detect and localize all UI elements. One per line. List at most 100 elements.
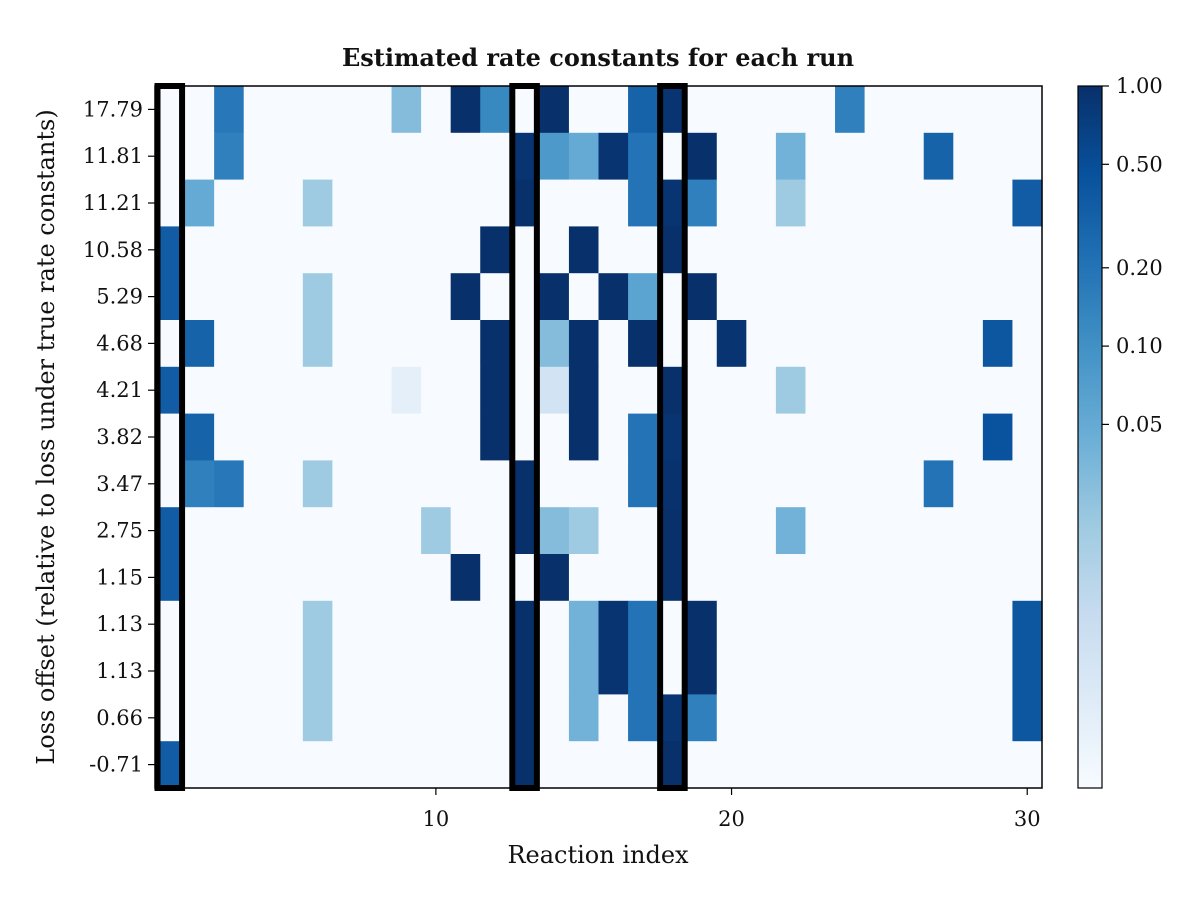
heatmap-cell	[273, 647, 304, 695]
heatmap-cell	[450, 694, 481, 742]
heatmap-cell	[391, 554, 422, 602]
heatmap-cell	[539, 460, 570, 508]
heatmap-cell	[746, 132, 777, 181]
heatmap-cell	[1012, 600, 1043, 649]
heatmap-cell	[539, 226, 570, 274]
heatmap-cell	[864, 179, 895, 227]
heatmap-cell	[480, 366, 511, 415]
heatmap-cell	[243, 86, 274, 134]
heatmap-cell	[421, 507, 452, 555]
heatmap-cell	[775, 179, 807, 227]
heatmap-cell	[598, 132, 629, 181]
heatmap-cell	[775, 86, 807, 134]
heatmap-cell	[864, 320, 895, 368]
heatmap-cell	[332, 179, 363, 227]
heatmap-cell	[214, 226, 245, 274]
heatmap-cell	[835, 413, 866, 461]
heatmap-cell	[805, 273, 836, 321]
heatmap-cell	[923, 554, 954, 602]
heatmap-cell	[480, 179, 511, 227]
heatmap-cell	[1012, 273, 1043, 321]
heatmap-cell	[450, 179, 481, 227]
heatmap-cell	[598, 179, 629, 227]
heatmap-cell	[450, 132, 481, 181]
heatmap-cell	[568, 600, 600, 649]
heatmap-cell	[243, 460, 274, 508]
heatmap-cell	[746, 273, 777, 321]
heatmap-cell	[953, 226, 984, 274]
heatmap-cell	[273, 694, 304, 742]
heatmap-cell	[894, 694, 925, 742]
heatmap-cell	[539, 86, 570, 134]
heatmap-cell	[214, 179, 245, 227]
heatmap-cell	[243, 366, 274, 415]
heatmap-cell	[539, 554, 570, 602]
heatmap-cell	[273, 554, 304, 602]
heatmap-cell	[982, 741, 1014, 789]
heatmap-cell	[480, 600, 511, 649]
heatmap-cell	[982, 554, 1014, 602]
heatmap-cell	[539, 507, 570, 555]
heatmap-cell	[184, 507, 215, 555]
heatmap-cell	[687, 694, 718, 742]
heatmap-cell	[421, 366, 452, 415]
heatmap-cell	[391, 741, 422, 789]
heatmap-cell	[214, 86, 245, 134]
heatmap-cell	[864, 366, 895, 415]
heatmap-cell	[361, 86, 393, 134]
heatmap-cell	[568, 647, 600, 695]
heatmap-cell	[391, 694, 422, 742]
heatmap-cell	[953, 366, 984, 415]
heatmap-cell	[361, 226, 393, 274]
colorbar	[1077, 85, 1103, 789]
heatmap-cell	[953, 694, 984, 742]
heatmap-cell	[687, 132, 718, 181]
heatmap-cell	[421, 86, 452, 134]
heatmap-cell	[953, 507, 984, 555]
heatmap-cell	[923, 86, 954, 134]
heatmap-cell	[923, 366, 954, 415]
heatmap-cell	[805, 86, 836, 134]
heatmap-cell	[361, 273, 393, 321]
heatmap-cell	[450, 507, 481, 555]
heatmap-cell	[628, 647, 659, 695]
heatmap-cell	[598, 86, 629, 134]
heatmap-cell	[598, 741, 629, 789]
heatmap-cell	[568, 179, 600, 227]
colorbar-tick-label: 0.05	[1116, 412, 1163, 436]
heatmap-cell	[628, 132, 659, 181]
heatmap-cell	[332, 273, 363, 321]
heatmap-cell	[746, 554, 777, 602]
heatmap-cell	[628, 366, 659, 415]
heatmap-cell	[835, 647, 866, 695]
heatmap-cell	[598, 413, 629, 461]
heatmap-cell	[450, 460, 481, 508]
heatmap-cell	[391, 226, 422, 274]
heatmap-cell	[480, 741, 511, 789]
heatmap-cell	[480, 647, 511, 695]
heatmap-cell	[716, 86, 747, 134]
heatmap-cell	[835, 741, 866, 789]
heatmap-cell	[450, 554, 481, 602]
heatmap-cell	[982, 647, 1014, 695]
heatmap-cell	[568, 741, 600, 789]
heatmap-cell	[421, 460, 452, 508]
heatmap-cell	[746, 226, 777, 274]
heatmap-cell	[243, 694, 274, 742]
heatmap-cells	[155, 86, 1043, 789]
heatmap-cell	[716, 647, 747, 695]
heatmap-cell	[539, 647, 570, 695]
heatmap-cell	[923, 460, 954, 508]
heatmap-cell	[1012, 694, 1043, 742]
heatmap-cell	[302, 273, 333, 321]
heatmap-cell	[568, 507, 600, 555]
heatmap-cell	[214, 600, 245, 649]
heatmap-cell	[805, 600, 836, 649]
heatmap-cell	[243, 320, 274, 368]
y-tick-label: 4.21	[96, 378, 143, 402]
heatmap-cell	[1012, 460, 1043, 508]
y-tick-label: 10.58	[83, 238, 143, 262]
heatmap-cell	[775, 647, 807, 695]
heatmap-cell	[214, 320, 245, 368]
heatmap-cell	[361, 413, 393, 461]
